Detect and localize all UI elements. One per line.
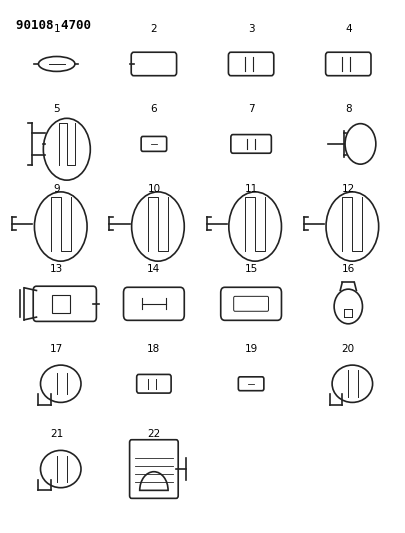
Text: 19: 19 — [245, 344, 258, 354]
Text: 2: 2 — [151, 24, 157, 34]
Text: 4: 4 — [345, 24, 352, 34]
Text: 11: 11 — [245, 184, 258, 194]
Text: 10: 10 — [147, 184, 160, 194]
Text: 90108 4700: 90108 4700 — [16, 19, 91, 31]
Text: 1: 1 — [53, 24, 60, 34]
Text: 18: 18 — [147, 344, 160, 354]
Text: 13: 13 — [50, 264, 63, 274]
Text: 7: 7 — [248, 104, 254, 114]
Text: 22: 22 — [147, 429, 160, 439]
Text: 3: 3 — [248, 24, 254, 34]
Text: 15: 15 — [245, 264, 258, 274]
Text: 9: 9 — [53, 184, 60, 194]
Text: 21: 21 — [50, 429, 63, 439]
Text: 16: 16 — [342, 264, 355, 274]
Text: 12: 12 — [342, 184, 355, 194]
Text: 14: 14 — [147, 264, 160, 274]
Text: 6: 6 — [151, 104, 157, 114]
Text: 5: 5 — [53, 104, 60, 114]
Text: 20: 20 — [342, 344, 355, 354]
Text: 8: 8 — [345, 104, 352, 114]
Text: 17: 17 — [50, 344, 63, 354]
